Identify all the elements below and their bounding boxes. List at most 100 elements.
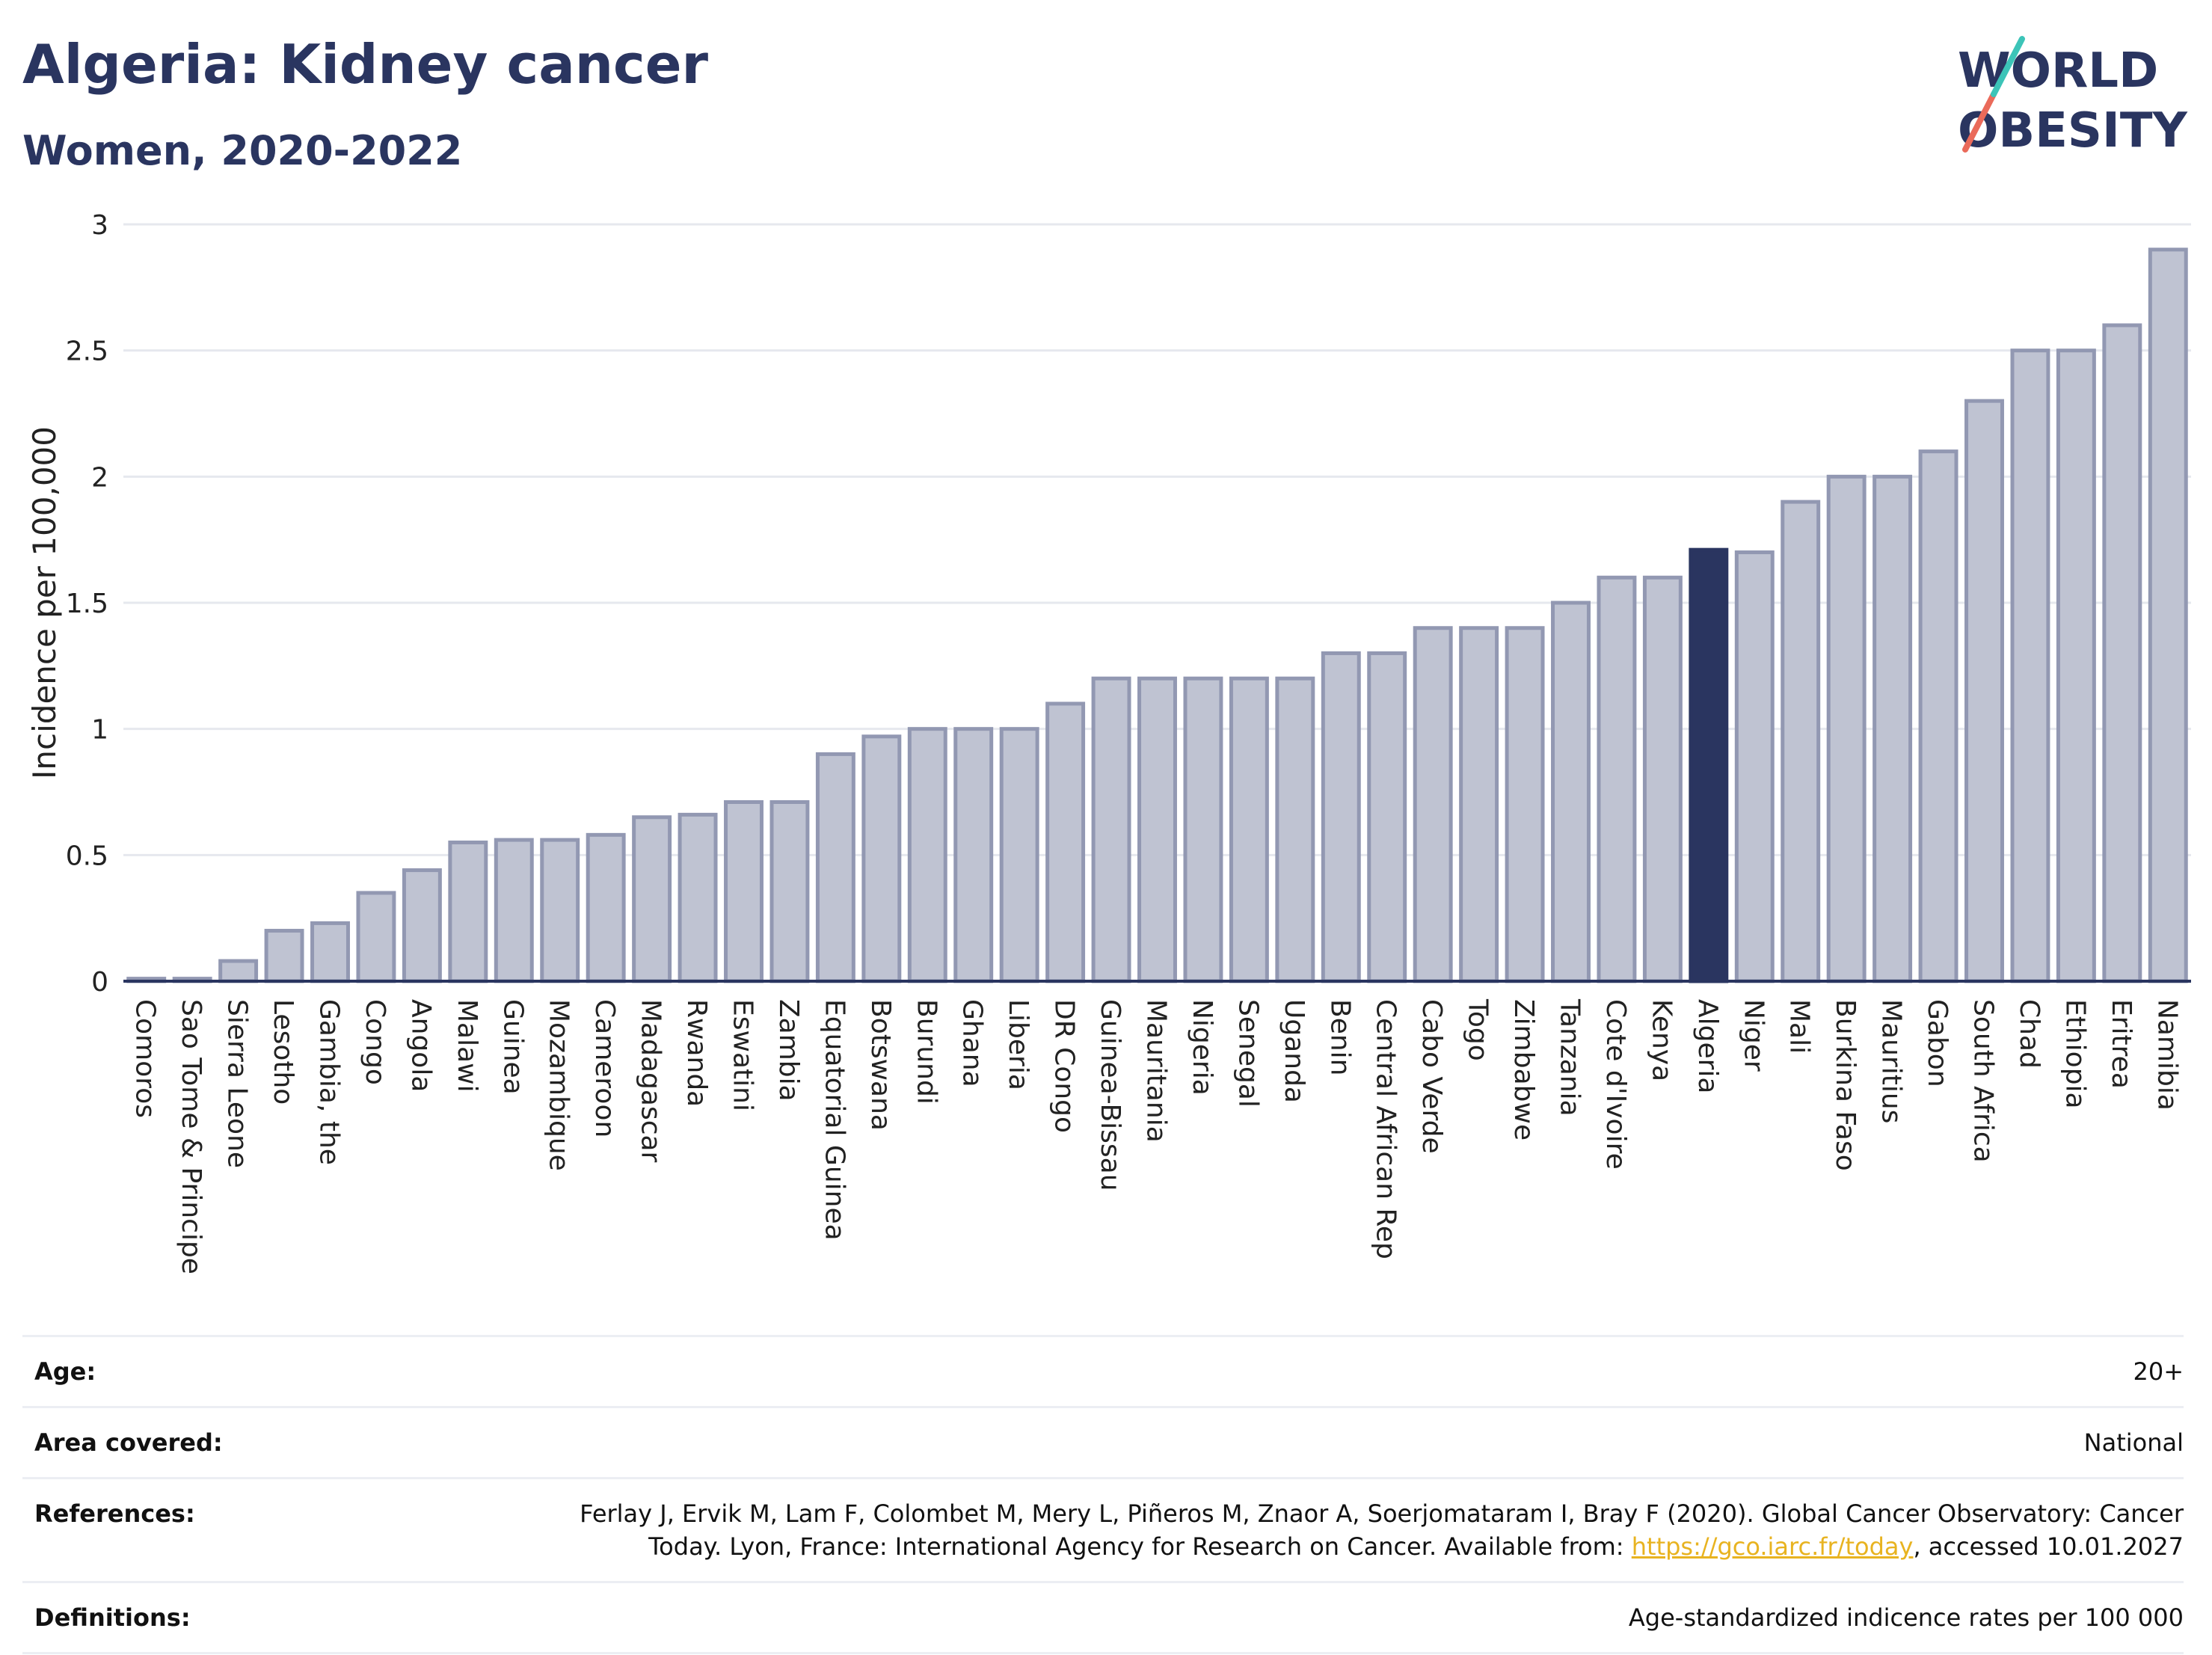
x-tick-label: Cabo Verde — [1416, 999, 1447, 1154]
references-link[interactable]: https://gco.iarc.fr/today — [1631, 1532, 1914, 1561]
bar-togo — [1459, 626, 1499, 983]
x-tick-label: Madagascar — [636, 999, 666, 1163]
x-tick-label: Mozambique — [544, 999, 574, 1171]
chart-footer: Age: 20+ Area covered: National Referenc… — [22, 1335, 2184, 1654]
bar-malawi — [448, 840, 488, 983]
bar-zambia — [769, 799, 810, 983]
x-tick-label: Malawi — [452, 999, 482, 1093]
x-tick-label: Ethiopia — [2059, 999, 2090, 1109]
x-tick-label: Cote d'Ivoire — [1600, 999, 1631, 1170]
y-axis-label: Incidence per 100,000 — [26, 426, 63, 779]
bar-chart: 0 0.5 1 1.5 2 2.5 3 Incidence per 100,000 Comoro… — [26, 210, 2191, 1274]
bar-angola — [402, 868, 442, 983]
chart-subtitle: Women, 2020-2022 — [22, 127, 463, 174]
bar-mauritius — [1872, 474, 1913, 983]
world-obesity-logo: WORLD OBESITY — [1958, 36, 2187, 159]
bar-equatorial-guinea — [815, 752, 855, 983]
y-tick-label: 1.5 — [66, 589, 108, 619]
x-tick-label: Togo — [1463, 998, 1493, 1061]
x-tick-label: Ghana — [957, 999, 988, 1087]
logo-slash-lower — [1962, 91, 1997, 153]
bar-namibia — [2148, 248, 2188, 983]
x-tick-label: Tanzania — [1555, 998, 1585, 1117]
age-label: Age: — [34, 1357, 96, 1386]
references-label: References: — [34, 1499, 195, 1528]
x-tick-label: Cameroon — [589, 999, 620, 1137]
x-tick-label: Namibia — [2151, 999, 2182, 1111]
x-tick-label: Burundi — [911, 999, 941, 1105]
chart-title: Algeria: Kidney cancer — [22, 33, 709, 96]
bar-dr-congo — [1045, 701, 1086, 983]
x-tick-label: Zimbabwe — [1508, 999, 1539, 1140]
x-tick-label: Algeria — [1692, 999, 1723, 1094]
x-tick-label: Sierra Leone — [222, 999, 253, 1168]
bar-niger — [1734, 550, 1775, 983]
x-tick-label: Comoros — [130, 999, 161, 1118]
bar-cabo-verde — [1413, 626, 1453, 983]
bar-eritrea — [2102, 323, 2142, 983]
x-tick-label: Rwanda — [681, 999, 712, 1107]
bar-zimbabwe — [1505, 626, 1545, 983]
area-value: National — [2083, 1428, 2184, 1457]
x-tick-label: Eritrea — [2106, 999, 2136, 1089]
x-tick-label: Mali — [1784, 999, 1815, 1054]
x-tick-label: Botswana — [865, 999, 896, 1131]
references-value: Ferlay J, Ervik M, Lam F, Colombet M, Me… — [580, 1497, 2184, 1563]
bar-guinea — [494, 838, 534, 983]
definitions-value: Age-standardized indicence rates per 100… — [1628, 1603, 2184, 1632]
bar-mozambique — [540, 838, 580, 983]
y-tick-label: 0.5 — [66, 841, 108, 871]
x-tick-label: Eswatini — [728, 999, 758, 1111]
bar-nigeria — [1183, 676, 1223, 983]
bar-sierra-leone — [218, 959, 259, 983]
footer-row-age: Age: 20+ — [22, 1335, 2184, 1406]
bar-mali — [1781, 500, 1821, 983]
bar-chad — [2010, 348, 2050, 983]
footer-row-definitions: Definitions: Age-standardized indicence … — [22, 1581, 2184, 1654]
references-text-2: Today. Lyon, France: International Agenc… — [648, 1532, 1632, 1561]
area-label: Area covered: — [34, 1428, 223, 1457]
x-tick-label: DR Congo — [1049, 999, 1080, 1133]
bar-burundi — [907, 727, 947, 983]
x-tick-label: Senegal — [1232, 999, 1263, 1108]
x-tick-label: Angola — [405, 999, 436, 1092]
bar-south-africa — [1964, 399, 2004, 983]
x-tick-label: Burkina Faso — [1830, 999, 1861, 1171]
bar-senegal — [1229, 676, 1269, 983]
references-text-3: , accessed 10.01.2027 — [1913, 1532, 2184, 1561]
bar-benin — [1321, 651, 1361, 983]
bar-rwanda — [678, 812, 718, 983]
logo-line2: OBESITY — [1958, 103, 2187, 159]
bar-burkina-faso — [1826, 474, 1867, 983]
x-tick-label: Niger — [1738, 999, 1769, 1072]
bar-guinea-bissau — [1091, 676, 1131, 983]
footer-row-references: References: Ferlay J, Ervik M, Lam F, Co… — [22, 1477, 2184, 1581]
x-tick-label: Sao Tome & Principe — [176, 999, 206, 1274]
bar-cameroon — [586, 832, 626, 983]
x-tick-label: Kenya — [1646, 999, 1677, 1081]
bar-ghana — [953, 727, 994, 983]
bar-ethiopia — [2056, 348, 2096, 983]
y-tick-label: 2 — [91, 462, 108, 493]
y-tick-label: 3 — [91, 210, 108, 241]
x-tick-label: South Africa — [1968, 999, 1999, 1163]
bar-gabon — [1918, 449, 1958, 983]
bar-cote-d-ivoire — [1597, 575, 1637, 983]
x-tick-label: Nigeria — [1187, 999, 1217, 1096]
x-tick-label: Central African Rep — [1371, 999, 1401, 1259]
bar-mauritania — [1137, 676, 1177, 983]
bar-tanzania — [1551, 601, 1591, 983]
x-tick-label: Equatorial Guinea — [819, 999, 850, 1241]
x-tick-label: Gambia, the — [314, 999, 345, 1165]
bar-gambia-the — [310, 921, 350, 983]
bar-liberia — [999, 727, 1039, 983]
x-tick-label: Mauritius — [1876, 999, 1907, 1123]
footer-row-area: Area covered: National — [22, 1406, 2184, 1477]
x-tick-label: Chad — [2014, 999, 2044, 1069]
x-tick-label: Congo — [360, 999, 390, 1085]
references-text-1: Ferlay J, Ervik M, Lam F, Colombet M, Me… — [580, 1499, 2184, 1528]
bar-kenya — [1642, 575, 1683, 983]
x-tick-label: Liberia — [1003, 999, 1033, 1090]
x-tick-label: Zambia — [773, 999, 804, 1102]
bar-botswana — [861, 734, 902, 983]
